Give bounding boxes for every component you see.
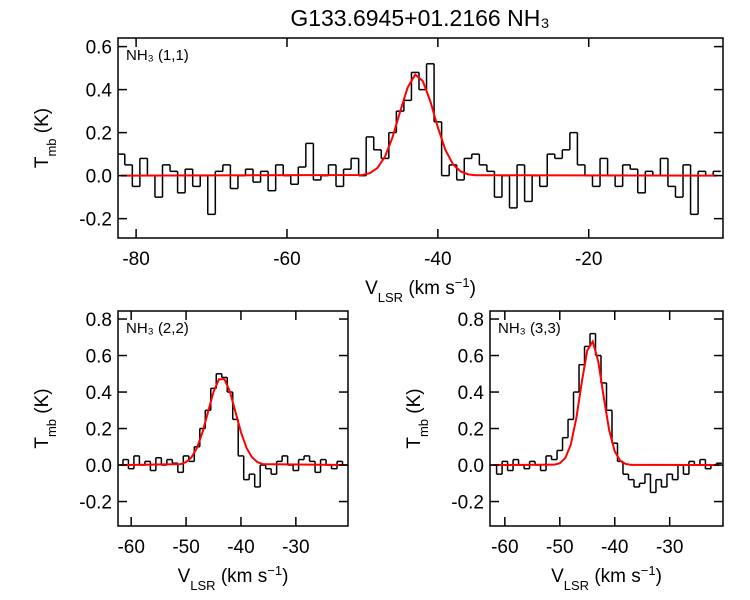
x-tick-label: -40 (601, 537, 628, 558)
label-part: T (32, 156, 53, 168)
x-axis-label: VLSR (km s−1) (365, 275, 476, 305)
y-tick-label: 0.0 (458, 456, 484, 477)
label-part: (km s (403, 278, 455, 299)
y-tick-label: -0.2 (79, 493, 112, 514)
step-risers (124, 63, 714, 215)
y-tick-label: 0.6 (86, 347, 112, 368)
label-part: mb (416, 419, 431, 437)
label-part: V (178, 566, 191, 587)
label-part: (km s (589, 566, 641, 587)
fit-line (121, 73, 717, 177)
y-tick-label: 0.2 (86, 124, 112, 145)
step-risers (122, 373, 344, 487)
y-tick-label: -0.2 (79, 210, 112, 231)
series (121, 73, 717, 177)
fit-line (120, 378, 346, 467)
y-tick-label: 0.6 (86, 38, 112, 59)
plot-frame (489, 310, 724, 527)
label-part: −1 (455, 275, 470, 290)
y-axis-label: Tmb (K) (32, 388, 59, 448)
label-part: mb (44, 138, 59, 156)
series (118, 373, 348, 488)
y-axis-label: Tmb (K) (32, 108, 59, 168)
label-part: (K) (32, 388, 53, 419)
x-tick-label: -40 (227, 537, 254, 558)
y-tick-label: 0.8 (86, 310, 112, 331)
label-part: −1 (641, 563, 656, 578)
y-tick-label: 0.4 (86, 81, 113, 102)
x-tick-label: -60 (491, 537, 518, 558)
x-tick-label: -50 (172, 537, 199, 558)
label-part: LSR (190, 578, 215, 593)
y-tick-label: 0.8 (458, 310, 484, 331)
label-part: (km s (216, 566, 268, 587)
x-tick-label: -50 (546, 537, 573, 558)
x-tick-label: -30 (656, 537, 683, 558)
plot-frame (117, 37, 724, 239)
y-tick-label: 0.2 (86, 420, 112, 441)
label-part: ) (470, 278, 476, 299)
label-part: (K) (404, 388, 425, 419)
label-part: ) (282, 566, 288, 587)
x-tick-label: -60 (273, 249, 300, 270)
label-part: LSR (378, 290, 403, 305)
label-part: V (365, 278, 378, 299)
y-tick-label: 0.4 (86, 383, 113, 404)
y-tick-label: 0.0 (86, 456, 112, 477)
annotation: NH₃ (1,1) (126, 47, 189, 64)
x-axis-label: VLSR (km s−1) (178, 563, 289, 593)
y-tick-label: 0.2 (458, 420, 484, 441)
x-axis-label: VLSR (km s−1) (551, 563, 662, 593)
label-part: LSR (564, 578, 589, 593)
x-tick-label: -40 (424, 249, 451, 270)
fit-line (493, 338, 720, 467)
label-part: (K) (32, 108, 53, 139)
y-tick-label: -0.2 (451, 493, 484, 514)
x-tick-label: -20 (575, 249, 602, 270)
figure-title: G133.6945+01.2166 NH₃ (290, 5, 549, 31)
step-risers (495, 333, 718, 493)
y-tick-label: 0.4 (458, 383, 485, 404)
series (120, 378, 346, 467)
label-part: −1 (267, 563, 282, 578)
label-part: T (404, 437, 425, 449)
series (493, 338, 720, 467)
label-part: mb (44, 419, 59, 437)
y-tick-label: 0.0 (86, 167, 112, 188)
series (118, 63, 721, 216)
y-tick-label: 0.6 (458, 347, 484, 368)
label-part: ) (656, 566, 662, 587)
x-tick-label: -80 (122, 249, 149, 270)
label-part: T (32, 437, 53, 449)
annotation: NH₃ (2,2) (126, 320, 189, 337)
y-axis-label: Tmb (K) (404, 388, 431, 448)
annotation: NH₃ (3,3) (498, 320, 561, 337)
plot-frame (117, 310, 349, 527)
label-part: V (551, 566, 564, 587)
x-tick-label: -60 (117, 537, 144, 558)
x-tick-label: -30 (282, 537, 309, 558)
